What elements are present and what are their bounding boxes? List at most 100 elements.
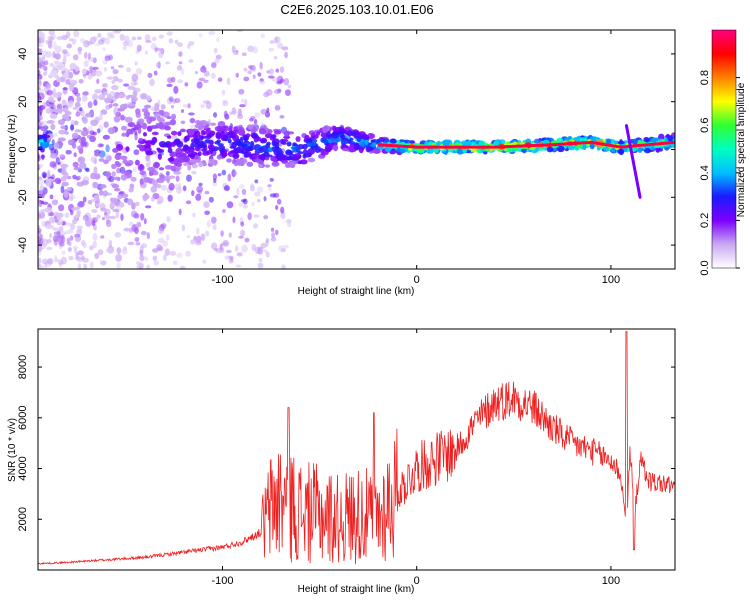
spectral-blob [557,145,565,153]
spectral-blob [111,84,119,91]
spectral-blob [60,231,69,235]
spectral-blob [273,192,280,198]
spectrogram-panel: -100 0 100 -40 -20 0 20 40 Height of straight l… [7,29,676,297]
spectral-blob [324,144,333,152]
spectral-blob [150,196,155,202]
spectral-blob [188,112,195,116]
spectral-blob [271,161,280,167]
spectral-blob [144,50,148,55]
spectral-blob [47,258,54,265]
spectral-blob [113,75,119,82]
spectral-blob [166,31,173,36]
spectral-blob [465,140,473,146]
spectral-blob [89,130,95,136]
spectral-blob [213,222,217,229]
spectral-blob [45,224,54,230]
spectral-blob [117,64,124,68]
spectral-blob [179,128,186,133]
spectral-blob [74,234,82,243]
spectral-blob [165,234,170,242]
spectral-blob [80,141,87,147]
spectral-blob [72,245,78,250]
spectral-blob [111,183,120,189]
spectral-blob [147,166,155,171]
spectral-blob [320,132,329,138]
spectral-blob [61,49,68,54]
spectral-blob [152,136,158,143]
spectral-blob [253,214,260,218]
spectral-blob [268,68,275,75]
spectral-blob [157,153,162,160]
spectral-blob [208,132,215,137]
spectral-blob [100,260,107,266]
spectral-blob [53,92,61,98]
spectral-blob [39,185,45,192]
spectral-blob [563,137,571,141]
spectral-blob [80,130,89,137]
spectral-blob [56,108,65,112]
spectral-blob [153,70,158,76]
spectral-blob [65,149,72,155]
spectral-blob [113,115,121,123]
spectral-blob [77,263,82,269]
spectral-blob [95,202,101,207]
spectral-blob [85,112,92,118]
spectral-blob [116,167,121,174]
spectral-blob [187,164,192,171]
spectral-blob [534,138,540,144]
spectral-blob [91,217,98,224]
spectral-blob [214,57,220,64]
spectral-blob [643,136,650,143]
spectral-blob [259,80,266,85]
spectral-blob [168,175,176,179]
spectral-blob [252,154,258,159]
spectral-blob [136,36,142,41]
spectral-blob [424,141,429,147]
spectral-blob [200,104,206,109]
spectral-blob [277,42,283,49]
spectral-blob [69,223,76,231]
spectral-blob [582,143,587,151]
spectral-blob [178,51,183,57]
spectral-blob [150,185,158,193]
spectral-blob [189,125,196,129]
spectral-blob [119,166,126,174]
colorbar-gradient [711,29,737,269]
spectral-blob [100,235,105,239]
spectral-blob [123,83,130,87]
spectral-blob [223,134,229,142]
spectral-blob [264,156,270,161]
spectral-blob [131,223,137,232]
spectral-blob [62,113,69,120]
spectral-blob [120,155,128,161]
spectral-blob [311,132,316,137]
spectral-blob [283,130,290,137]
spectral-blob [149,78,155,87]
spectral-blob [104,97,112,104]
spectral-blob [140,213,145,221]
spectral-blob [226,127,233,132]
spectral-blob [147,72,153,79]
spectral-blob [232,158,237,164]
spectral-blob [253,136,259,143]
spectral-blob [220,246,225,254]
spectral-blob [217,77,223,82]
spectral-blob [54,132,58,137]
spectral-blob [667,135,674,142]
spectral-blob [171,135,178,140]
spectral-blob [265,89,273,96]
spectral-blob [207,144,215,150]
spectral-blob [98,158,105,162]
spectral-blob [188,59,194,63]
spectral-blob [77,46,83,52]
spectral-blob [152,180,159,188]
spectral-blob [41,50,48,55]
spectral-blob [143,144,152,148]
spectral-blob [82,214,89,221]
spectral-blob [145,40,152,44]
spectral-blob [114,153,122,161]
spectral-blob [111,80,116,84]
spectral-blob [243,67,248,72]
spectral-blob [232,216,236,224]
spectral-blob [72,161,79,168]
